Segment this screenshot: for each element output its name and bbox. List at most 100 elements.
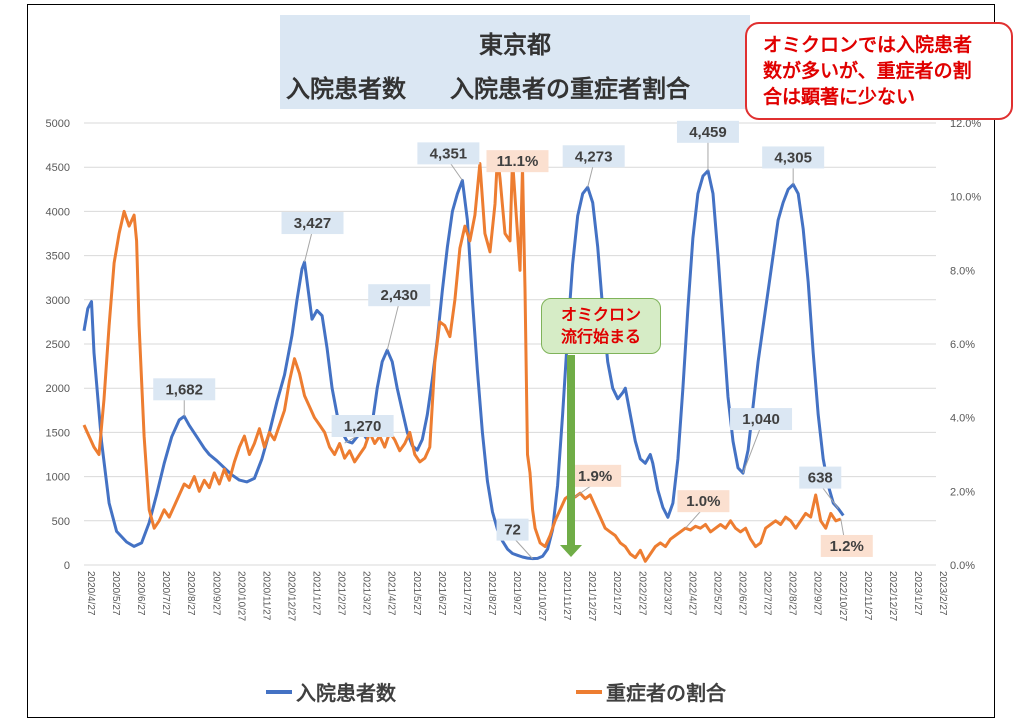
series-line-hospitalized [82,169,845,561]
x-tick-label: 2020/12/27 [285,571,296,621]
x-tick-label: 2021/3/27 [361,571,372,616]
annotation-label: 2,430 [380,287,418,304]
annotation-bg [762,146,825,169]
x-tick-label: 2021/2/27 [336,571,347,616]
callout-line-3: 合は顕著に少ない [763,86,916,108]
x-tick-label: 2020/10/27 [235,571,246,621]
callout-line-2: 数が多いが、重症者の割 [763,60,972,82]
annotation-bg [281,212,344,235]
x-tick-label: 2022/6/27 [737,571,748,616]
callout-line-1: オミクロンでは入院患者 [763,34,973,56]
omicron-arrow-head [560,545,582,557]
y-left-tick-label: 500 [52,516,70,528]
y-left-tick-label: 4000 [46,206,70,218]
annotation-label: 1.0% [686,493,720,510]
x-tick-label: 2020/6/27 [135,571,146,616]
annotation-bg [799,466,842,489]
y-left-tick-label: 1500 [46,427,70,439]
legend-label-severe-ratio: 重症者の割合 [606,681,726,705]
callout-box: オミクロンでは入院患者 数が多いが、重症者の割 合は顕著に少ない [745,22,1013,120]
legend-swatch-blue [266,689,292,694]
x-tick-label: 2022/5/27 [711,571,722,616]
y-left-tick-label: 3500 [46,251,70,263]
chart-frame: 0 500 1000 1500 2000 2500 3000 3500 4000 4500 5000… [27,4,1013,718]
annotation-bg [496,518,529,541]
annotation-bg [562,145,625,168]
y-left-tick-label: 0 [64,560,70,572]
x-tick-label: 2020/11/27 [260,571,271,621]
annotation-bg [676,120,739,143]
annotation-label: 1.2% [830,538,864,555]
series-line-severe-ratio [82,154,842,563]
annotation-leader [304,229,314,263]
title-box: 東京都 入院患者数 入院患者の重症者割合 [280,15,750,109]
y-right-tick-label: 10.0% [950,192,981,204]
y-right-tick-label: 6.0% [950,339,975,351]
y-left-tick-label: 2500 [46,339,70,351]
y-left-tick-label: 1000 [46,472,70,484]
annotation-bg [820,534,873,557]
omicron-note-line-1: オミクロン [560,305,641,324]
legend-item-severe-ratio: 重症者の割合 [576,677,726,706]
y-left-tick-label: 4500 [46,162,70,174]
x-tick-label: 2021/6/27 [436,571,447,616]
x-tick-label: 2021/8/27 [486,571,497,616]
annotation-label: 1.9% [578,468,612,485]
x-tick-label: 2021/1/27 [311,571,322,616]
x-tick-label: 2022/9/27 [812,571,823,616]
x-tick-label: 2021/5/27 [411,571,422,616]
y-right-tick-label: 8.0% [950,265,975,277]
annotation-bg [730,408,793,431]
chart-svg: 0 500 1000 1500 2000 2500 3000 3500 4000 4500 5000… [46,118,982,621]
annotation-label: 72 [504,522,521,539]
x-tick-label: 2021/12/27 [586,571,597,621]
y-right-tick-label: 2.0% [950,486,975,498]
legend-label-hospitalized: 入院患者数 [296,681,396,705]
annotation-label: 4,305 [774,149,812,166]
y-right-tick-label: 4.0% [950,413,975,425]
annotation-label: 11.1% [497,153,539,170]
annotation-bg [331,415,394,438]
annotation-label: 1,270 [344,418,382,435]
x-tick-label: 2023/2/27 [937,571,948,616]
subtitle-severe-ratio: 入院患者の重症者割合 [450,75,690,103]
x-tick-label: 2022/12/27 [887,571,898,621]
annotation-bg [569,464,622,487]
x-tick-label: 2021/7/27 [461,571,472,616]
x-tick-label: 2020/7/27 [160,571,171,616]
subtitle-hospitalized: 入院患者数 [286,75,406,103]
x-tick-label: 2021/10/27 [536,571,547,621]
x-tick-label: 2023/1/27 [912,571,923,616]
y-right-tick-label: 12.0% [950,118,981,130]
x-tick-label: 2020/4/27 [85,571,96,616]
x-tick-label: 2021/4/27 [386,571,397,616]
x-tick-label: 2022/3/27 [661,571,672,616]
annotation-bg [486,150,549,173]
omicron-note: オミクロン 流行始まる [541,298,661,354]
annotation-label: 4,273 [575,148,613,165]
x-tick-label: 2022/4/27 [686,571,697,616]
x-tick-label: 2022/2/27 [636,571,647,616]
omicron-note-line-2: 流行始まる [560,327,641,346]
legend-item-hospitalized: 入院患者数 [266,677,396,706]
annotation-bg [368,284,431,307]
annotation-label: 1,682 [165,381,203,398]
x-tick-label: 2022/1/27 [611,571,622,616]
annotation-leader [386,302,400,351]
x-tick-label: 2021/11/27 [561,571,572,621]
y-right-tick-label: 0.0% [950,560,975,572]
annotation-label: 638 [808,470,833,487]
x-tick-label: 2020/9/27 [210,571,221,616]
chart-title: 東京都 [479,31,551,59]
annotation-leader [742,425,762,474]
x-tick-label: 2022/7/27 [762,571,773,616]
chart-subtitle: 入院患者数 入院患者の重症者割合 [286,69,746,104]
x-tick-label: 2022/11/27 [862,571,873,621]
annotation-label: 3,427 [294,215,332,232]
x-tick-label: 2022/8/27 [787,571,798,616]
annotation-label: 4,459 [689,124,727,141]
annotation-bg [153,378,216,401]
y-left-tick-label: 5000 [46,118,70,130]
legend-swatch-orange [576,689,602,694]
omicron-arrow-shaft [567,355,575,545]
